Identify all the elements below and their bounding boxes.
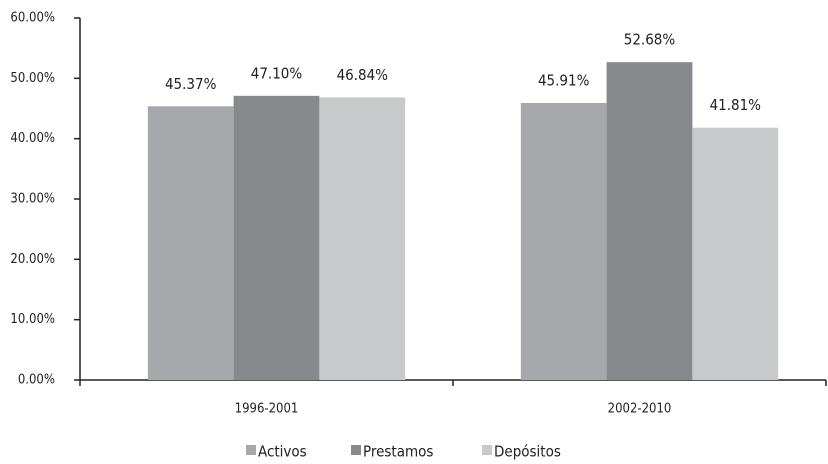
legend-label: Activos: [258, 443, 307, 461]
value-label: 47.10%: [251, 64, 303, 82]
y-tick-label: 0.00%: [18, 373, 55, 388]
value-label: 52.68%: [624, 31, 676, 49]
bar: [147, 106, 234, 380]
x-tick-label: 1996-2001: [235, 402, 299, 417]
y-tick-label: 50.00%: [10, 71, 55, 86]
y-tick-label: 60.00%: [10, 11, 55, 26]
legend-label: Depósitos: [494, 443, 561, 461]
legend-swatch: [246, 445, 256, 455]
bar: [319, 97, 406, 380]
value-label: 45.91%: [538, 72, 590, 90]
bar: [692, 127, 779, 380]
legend-swatch: [351, 445, 361, 455]
y-tick-label: 30.00%: [10, 192, 55, 207]
legend-swatch: [482, 445, 492, 455]
x-tick-label: 2002-2010: [608, 402, 672, 417]
bar: [606, 62, 693, 380]
value-label: 41.81%: [710, 96, 762, 114]
bar: [233, 95, 320, 380]
legend-label: Prestamos: [363, 443, 433, 461]
y-tick-label: 20.00%: [10, 252, 55, 267]
y-tick-label: 40.00%: [10, 131, 55, 146]
bar: [520, 103, 607, 380]
value-label: 45.37%: [165, 75, 217, 93]
y-tick-label: 10.00%: [10, 312, 55, 327]
value-label: 46.84%: [337, 66, 389, 84]
